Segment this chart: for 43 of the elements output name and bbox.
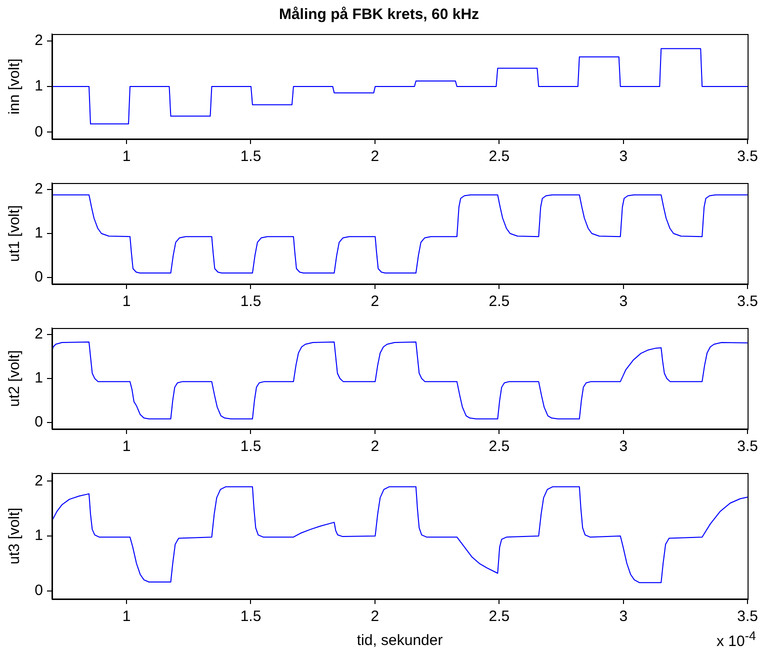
chart-title: Måling på FBK krets, 60 kHz — [278, 6, 480, 24]
x-tick-label: 2.5 — [488, 438, 510, 456]
y-axis-title: ut2 [volt] — [6, 350, 24, 407]
x-tick-label: 1.5 — [240, 438, 262, 456]
y-tick-label: 0 — [34, 123, 43, 140]
y-tick-label: 0 — [34, 414, 43, 431]
y-tick-label: 2 — [34, 180, 43, 198]
x-tick-label: 1 — [122, 148, 131, 166]
y-tick-label: 2 — [34, 32, 43, 49]
x-tick-label: 3.5 — [737, 293, 758, 310]
y-tick-label: 0 — [34, 268, 43, 286]
x-tick-label: 3.5 — [737, 608, 758, 626]
x-tick-label: 3.5 — [737, 438, 758, 456]
x-tick-label: 3 — [619, 293, 628, 310]
x-tick-label: 3 — [619, 438, 628, 456]
x-tick-label: 2.5 — [488, 293, 510, 310]
y-tick-label: 1 — [34, 370, 43, 387]
x-tick-label: 3 — [619, 608, 628, 626]
x-tick-label: 2.5 — [488, 148, 510, 166]
x-tick-label: 2 — [370, 608, 380, 626]
y-tick-label: 1 — [34, 527, 43, 544]
y-tick-label: 2 — [34, 472, 43, 490]
y-tick-label: 0 — [34, 582, 43, 599]
x-tick-label: 2 — [370, 148, 380, 166]
x-tick-label: 1.5 — [240, 148, 262, 166]
x-axis-title: tid, sekunder — [356, 632, 443, 650]
x-tick-label: 3.5 — [737, 148, 758, 166]
x-tick-label: 1.5 — [240, 293, 262, 310]
y-axis-title: ut3 [volt] — [6, 508, 24, 564]
y-tick-label: 2 — [34, 326, 43, 343]
x-tick-label: 1 — [122, 293, 131, 310]
text: x 10$^{-4}$ — [716, 629, 756, 650]
x-tick-label: 1.5 — [240, 608, 262, 626]
x-tick-label: 2 — [370, 438, 380, 456]
y-tick-label: 1 — [34, 78, 43, 95]
x-tick-label: 2.5 — [488, 608, 510, 626]
y-axis-title: inn [volt] — [6, 58, 24, 114]
x-tick-label: 1 — [122, 608, 131, 626]
y-tick-label: 1 — [34, 224, 43, 242]
x-tick-label: 3 — [619, 148, 628, 166]
x-tick-label: 2 — [370, 293, 380, 310]
x-tick-label: 1 — [122, 438, 131, 456]
y-axis-title: ut1 [volt] — [6, 205, 24, 262]
